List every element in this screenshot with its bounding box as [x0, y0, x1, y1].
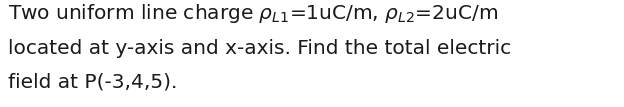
Text: field at P(-3,4,5).: field at P(-3,4,5). [8, 73, 177, 92]
Text: located at y-axis and x-axis. Find the total electric: located at y-axis and x-axis. Find the t… [8, 39, 511, 57]
Text: Two uniform line charge $\rho_{L1}$=1uC/m, $\rho_{L2}$=2uC/m: Two uniform line charge $\rho_{L1}$=1uC/… [8, 2, 498, 25]
